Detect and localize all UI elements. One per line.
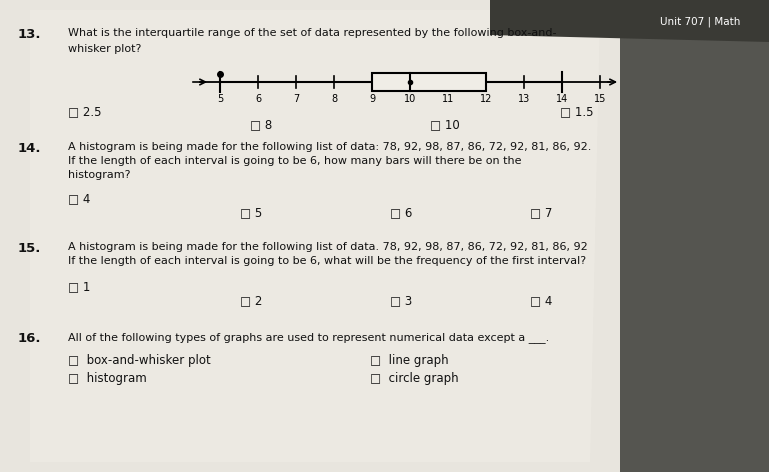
Text: 16.: 16. bbox=[18, 332, 42, 345]
Text: What is the interquartile range of the set of data represented by the following : What is the interquartile range of the s… bbox=[68, 28, 557, 38]
Text: □  histogram: □ histogram bbox=[68, 372, 147, 385]
Text: □ 4: □ 4 bbox=[68, 192, 91, 205]
Text: A histogram is being made for the following list of data: 78, 92, 98, 87, 86, 72: A histogram is being made for the follow… bbox=[68, 142, 591, 152]
Text: 5: 5 bbox=[217, 94, 223, 104]
Text: 15: 15 bbox=[594, 94, 606, 104]
Text: If the length of each interval is going to be 6, how many bars will there be on : If the length of each interval is going … bbox=[68, 156, 521, 166]
Text: A histogram is being made for the following list of data. 78, 92, 98, 87, 86, 72: A histogram is being made for the follow… bbox=[68, 242, 588, 252]
Text: whisker plot?: whisker plot? bbox=[68, 44, 141, 54]
Text: □ 6: □ 6 bbox=[390, 206, 412, 219]
Text: 9: 9 bbox=[369, 94, 375, 104]
Text: If the length of each interval is going to be 6, what will be the frequency of t: If the length of each interval is going … bbox=[68, 256, 586, 266]
Text: 12: 12 bbox=[480, 94, 492, 104]
Polygon shape bbox=[490, 0, 769, 42]
Text: 14.: 14. bbox=[18, 142, 42, 155]
Polygon shape bbox=[30, 10, 600, 462]
Text: 14: 14 bbox=[556, 94, 568, 104]
Text: 15.: 15. bbox=[18, 242, 42, 255]
Text: 7: 7 bbox=[293, 94, 299, 104]
Text: □ 2: □ 2 bbox=[240, 294, 262, 307]
Text: All of the following types of graphs are used to represent numerical data except: All of the following types of graphs are… bbox=[68, 332, 549, 343]
Text: □ 1.5: □ 1.5 bbox=[560, 105, 594, 118]
Text: □ 3: □ 3 bbox=[390, 294, 412, 307]
Text: Unit 707 | Math: Unit 707 | Math bbox=[660, 17, 740, 27]
Text: □  box-and-whisker plot: □ box-and-whisker plot bbox=[68, 354, 211, 367]
Text: □ 4: □ 4 bbox=[530, 294, 552, 307]
Text: 8: 8 bbox=[331, 94, 337, 104]
Text: 10: 10 bbox=[404, 94, 416, 104]
Polygon shape bbox=[0, 0, 620, 472]
Polygon shape bbox=[620, 0, 769, 472]
Bar bbox=[372, 73, 486, 91]
Text: □  circle graph: □ circle graph bbox=[370, 372, 458, 385]
Text: 6: 6 bbox=[255, 94, 261, 104]
Text: □ 7: □ 7 bbox=[530, 206, 552, 219]
Text: □ 5: □ 5 bbox=[240, 206, 262, 219]
Text: □ 8: □ 8 bbox=[250, 118, 272, 131]
Text: 13.: 13. bbox=[18, 28, 42, 41]
Text: □  line graph: □ line graph bbox=[370, 354, 448, 367]
Text: □ 2.5: □ 2.5 bbox=[68, 105, 102, 118]
Text: histogram?: histogram? bbox=[68, 170, 131, 180]
Text: 11: 11 bbox=[442, 94, 454, 104]
Text: □ 1: □ 1 bbox=[68, 280, 91, 293]
Text: 13: 13 bbox=[518, 94, 530, 104]
Text: □ 10: □ 10 bbox=[430, 118, 460, 131]
